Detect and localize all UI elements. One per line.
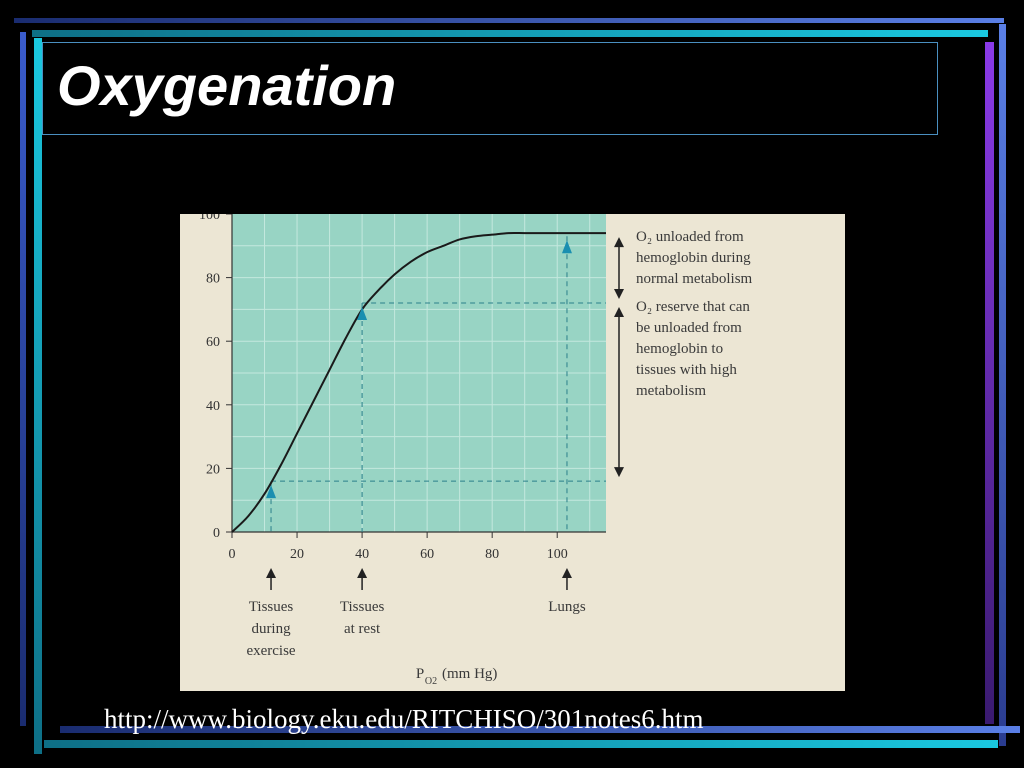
x-tick-label: 40 xyxy=(355,547,369,562)
source-url[interactable]: http://www.biology.eku.edu/RITCHISO/301n… xyxy=(104,704,704,734)
slide-title: Oxygenation xyxy=(57,54,397,117)
annotation-unloaded: O₂ unloaded from hemoglobin during normal … xyxy=(636,227,841,290)
range-arrow-head-up xyxy=(614,307,624,318)
chart-svg: 0 20 40 60 80 100 0 20 40 60 80 100 Tissues during exe… xyxy=(199,214,624,687)
annotation-line: O₂ reserve that can xyxy=(636,299,750,316)
annotation-line: metabolism xyxy=(636,383,706,400)
annotation-line: tissues with high xyxy=(636,362,737,379)
annotation-line: normal metabolism xyxy=(636,271,753,288)
range-arrow-head-down xyxy=(614,467,624,478)
data-point-marker xyxy=(357,307,368,321)
pointer-arrow-head xyxy=(266,568,277,578)
annotation-line: hemoglobin during xyxy=(636,250,751,267)
pointer-arrow-head xyxy=(357,568,368,578)
y-tick-label: 80 xyxy=(206,272,220,287)
reference-label: Tissues xyxy=(340,599,385,615)
y-tick-label: 40 xyxy=(206,399,220,414)
x-tick-label: 80 xyxy=(485,547,499,562)
left-bar-blue xyxy=(20,32,26,726)
saturation-curve xyxy=(231,231,606,533)
data-point-marker xyxy=(266,485,277,499)
right-bar-blue xyxy=(999,24,1006,746)
reference-label: during xyxy=(251,621,291,637)
x-tick-label: 20 xyxy=(290,547,304,562)
x-axis-label: P xyxy=(416,666,424,682)
title-box: Oxygenation xyxy=(42,42,938,135)
right-bar-purple xyxy=(985,42,994,724)
bottom-bar-blue xyxy=(60,726,1020,733)
reference-label: Lungs xyxy=(548,599,586,615)
left-bar-cyan xyxy=(34,38,42,754)
x-tick-label: 100 xyxy=(547,547,568,562)
data-point-marker xyxy=(561,240,572,254)
reference-label: Tissues xyxy=(249,599,294,615)
annotation-line: O₂ unloaded from xyxy=(636,229,744,246)
x-axis-label-subscript: O2 xyxy=(425,676,437,687)
y-tick-label: 20 xyxy=(206,462,220,477)
annotation-line: hemoglobin to xyxy=(636,341,724,358)
reference-label: exercise xyxy=(246,643,295,659)
x-axis-label-units: (mm Hg) xyxy=(442,666,497,682)
pointer-arrow-head xyxy=(561,568,572,578)
x-tick-label: 0 xyxy=(229,547,236,562)
y-tick-label: 60 xyxy=(206,335,220,350)
reference-label: at rest xyxy=(344,621,381,637)
top-bar-cyan xyxy=(32,30,988,37)
range-arrow-head-down xyxy=(614,289,624,300)
annotation-line: be unloaded from xyxy=(636,320,742,337)
top-bar-blue xyxy=(14,18,1004,23)
range-arrow-head-up xyxy=(614,237,624,248)
y-tick-label: 0 xyxy=(213,526,220,541)
oxygen-dissociation-figure: 0 20 40 60 80 100 0 20 40 60 80 100 Tissues during exe… xyxy=(180,214,845,691)
y-tick-label: 100 xyxy=(199,214,220,223)
x-tick-label: 60 xyxy=(420,547,434,562)
bottom-bar-cyan xyxy=(44,740,998,748)
annotation-reserve: O₂ reserve that can be unloaded from hemog… xyxy=(636,297,841,402)
